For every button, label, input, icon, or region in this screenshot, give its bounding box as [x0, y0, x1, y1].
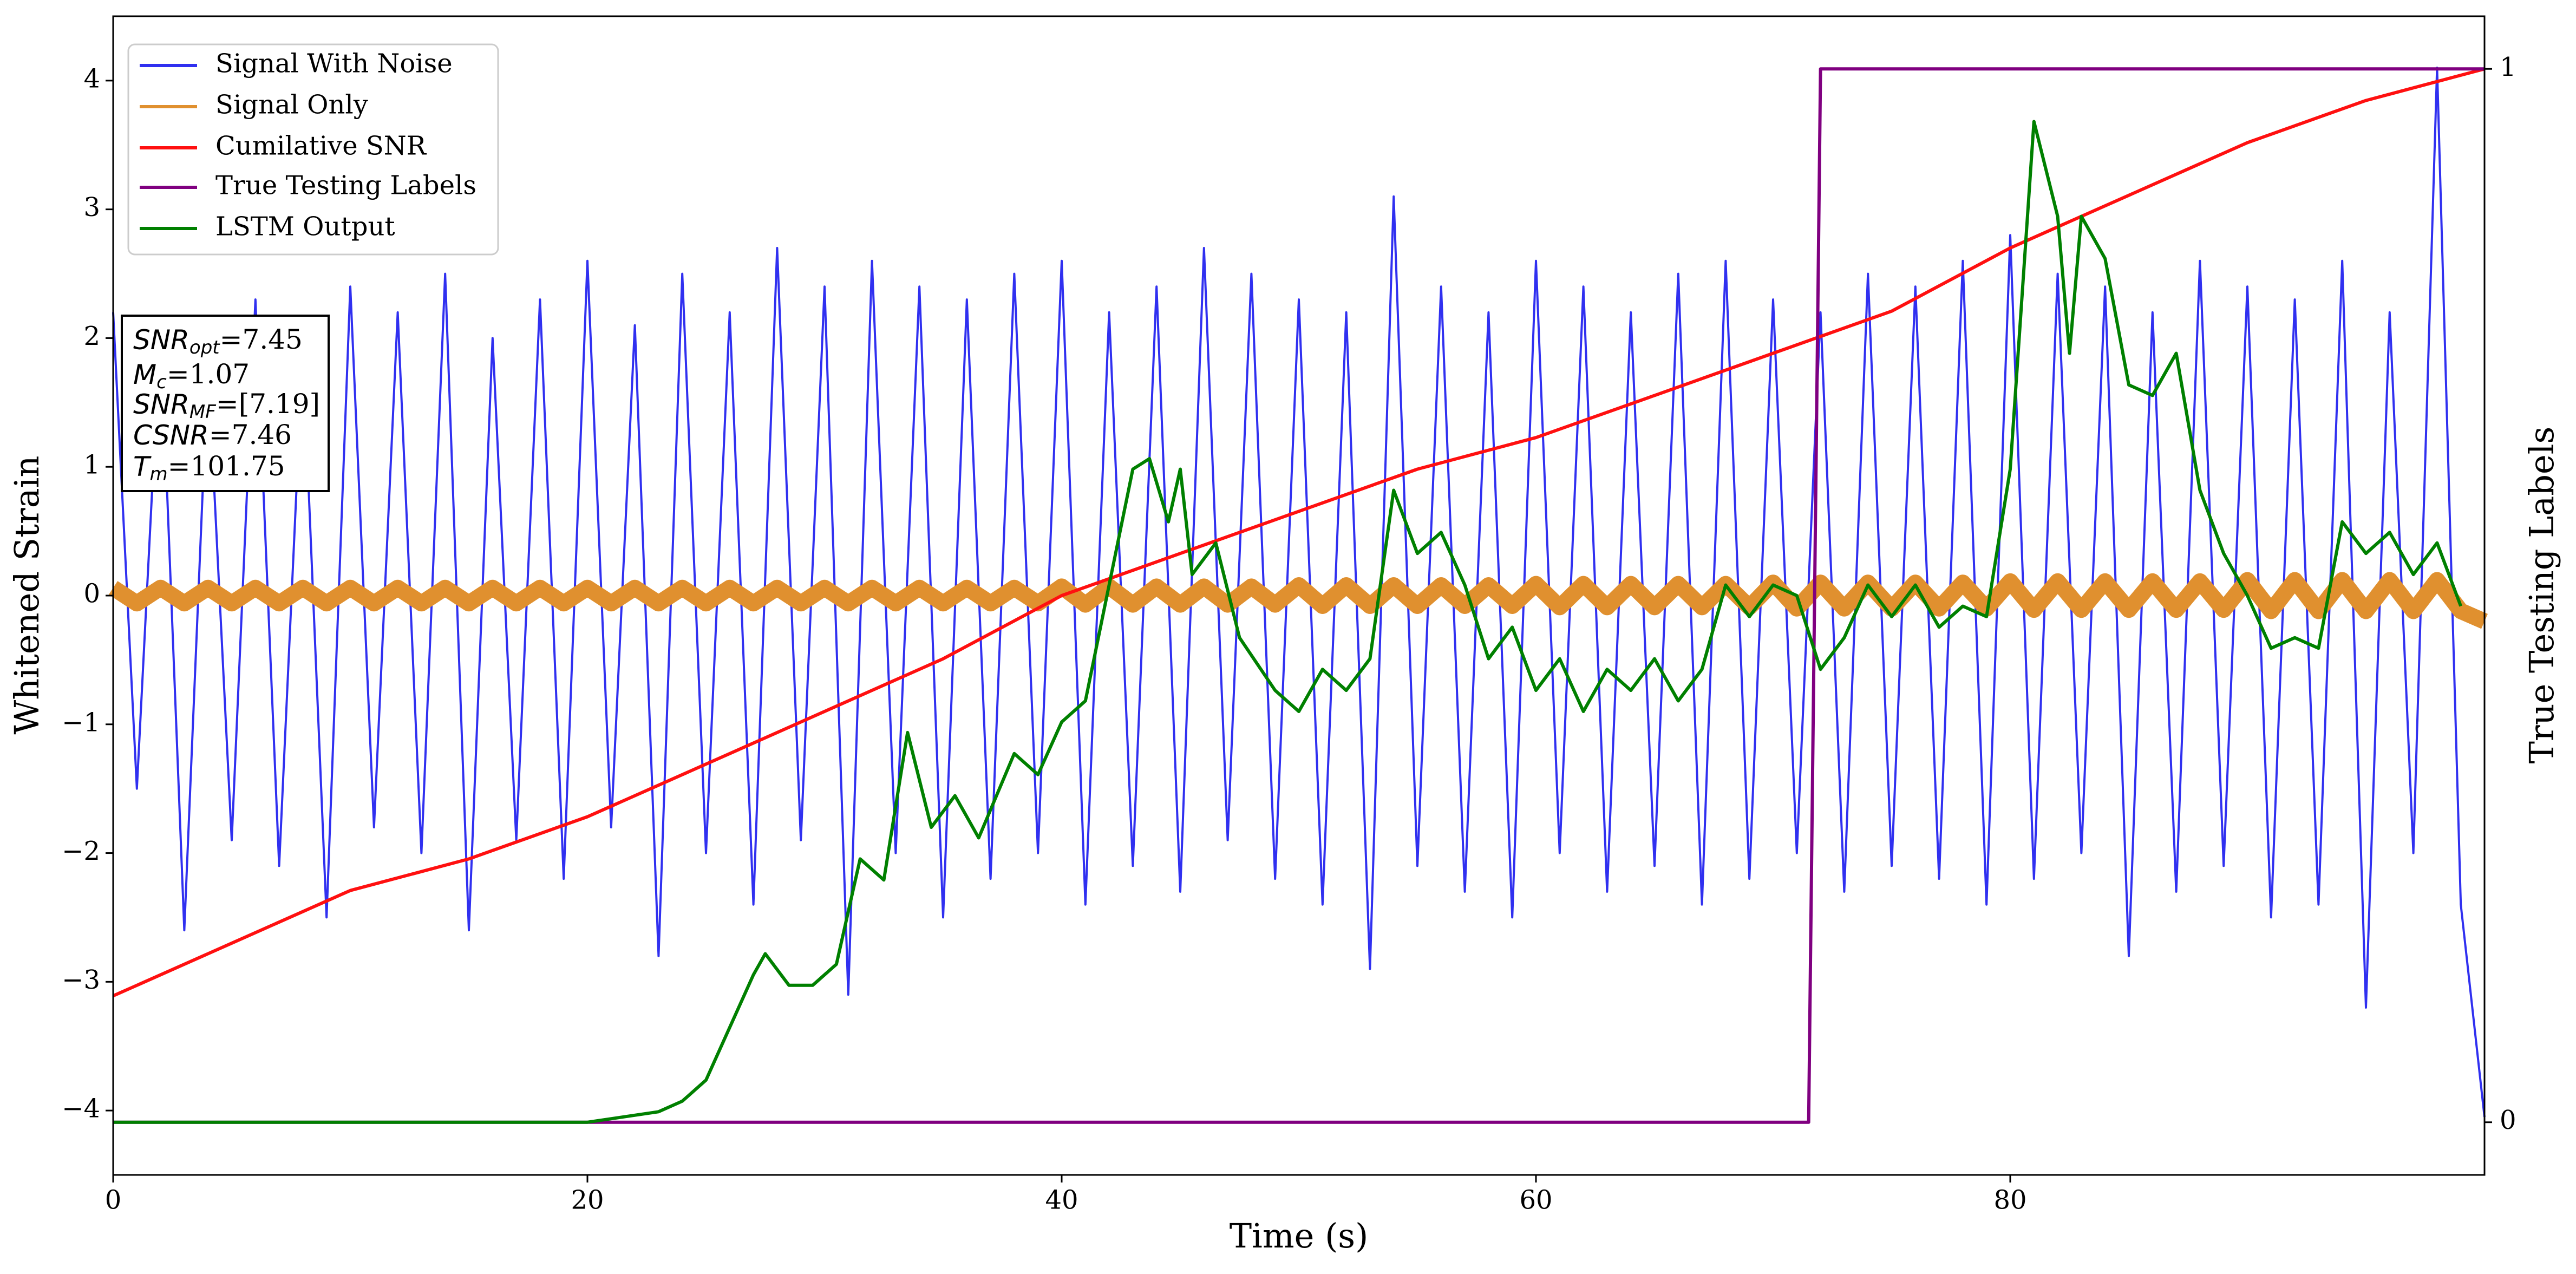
y2-axis-label: True Testing Labels [2522, 427, 2561, 764]
annotation-symbol: T [133, 451, 152, 482]
annotation-subscript: opt [189, 337, 220, 358]
y-tick-label: 0 [83, 579, 100, 609]
series-line [112, 67, 2485, 998]
x-axis-label: Time (s) [1230, 1216, 1369, 1256]
y2-tick-label: 0 [2500, 1105, 2516, 1135]
y-tick-label: −4 [62, 1094, 100, 1124]
y-tick-label: 3 [83, 192, 100, 223]
annotation-value: =[7.19] [216, 388, 320, 420]
y-axis-label: Whitened Strain [7, 456, 47, 735]
y-tick-label: −3 [62, 965, 100, 995]
y-tick-label: 2 [83, 321, 100, 351]
series-line [112, 67, 2486, 1118]
annotation-line: Mc=1.07 [133, 358, 250, 393]
legend-label: Cumilative SNR [215, 131, 427, 161]
x-tick-label: 40 [1045, 1185, 1078, 1216]
legend-label: Signal Only [215, 90, 368, 120]
annotation-subscript: c [156, 371, 167, 393]
y2-tick-label: 1 [2500, 52, 2516, 82]
y-tick-label: 1 [83, 450, 100, 480]
annotation-value: =101.75 [168, 450, 285, 482]
annotation-value: =7.45 [220, 324, 303, 355]
legend-label: LSTM Output [215, 212, 395, 242]
annotation-symbol: SNR [133, 389, 189, 420]
annotation-line: SNRopt=7.45 [133, 324, 303, 358]
legend-label: True Testing Labels [215, 171, 476, 201]
annotation-subscript: MF [189, 401, 216, 423]
series-line [113, 67, 2485, 1124]
series-line [108, 572, 2488, 629]
legend-label: Signal With Noise [215, 49, 453, 79]
plot-area [108, 67, 2488, 1124]
legend-box [127, 43, 499, 256]
x-tick-label: 0 [105, 1185, 122, 1216]
x-tick-label: 80 [1993, 1185, 2026, 1216]
annotation-symbol: CSNR [133, 420, 209, 451]
annotation-box [121, 315, 330, 492]
x-tick-label: 20 [571, 1185, 604, 1216]
x-tick-label: 60 [1519, 1185, 1552, 1216]
series-line [113, 120, 2463, 1124]
annotation-value: =7.46 [209, 419, 292, 450]
annotation: SNRopt=7.45Mc=1.07SNRMF=[7.19]CSNR=7.46T… [121, 315, 330, 492]
y-tick-label: −1 [62, 707, 100, 737]
y-tick-label: 4 [83, 63, 100, 94]
legend: Signal With Noise Signal Only Cumilative S… [127, 43, 499, 256]
y-tick-label: −2 [62, 836, 100, 866]
annotation-symbol: M [133, 359, 156, 390]
annotation-symbol: SNR [133, 324, 189, 356]
annotation-subscript: m [150, 463, 168, 485]
annotation-line: CSNR=7.46 [133, 419, 292, 451]
annotation-line: Tm=101.75 [133, 450, 285, 485]
annotation-value: =1.07 [167, 358, 250, 390]
annotation-line: SNRMF=[7.19] [133, 388, 320, 423]
